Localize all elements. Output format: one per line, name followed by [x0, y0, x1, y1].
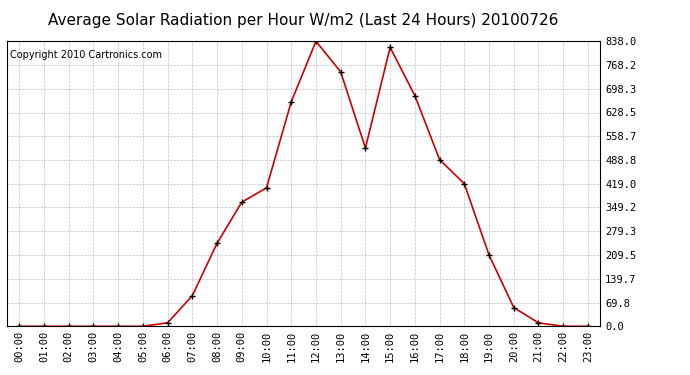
- Text: Average Solar Radiation per Hour W/m2 (Last 24 Hours) 20100726: Average Solar Radiation per Hour W/m2 (L…: [48, 13, 559, 28]
- Text: Copyright 2010 Cartronics.com: Copyright 2010 Cartronics.com: [10, 50, 162, 60]
